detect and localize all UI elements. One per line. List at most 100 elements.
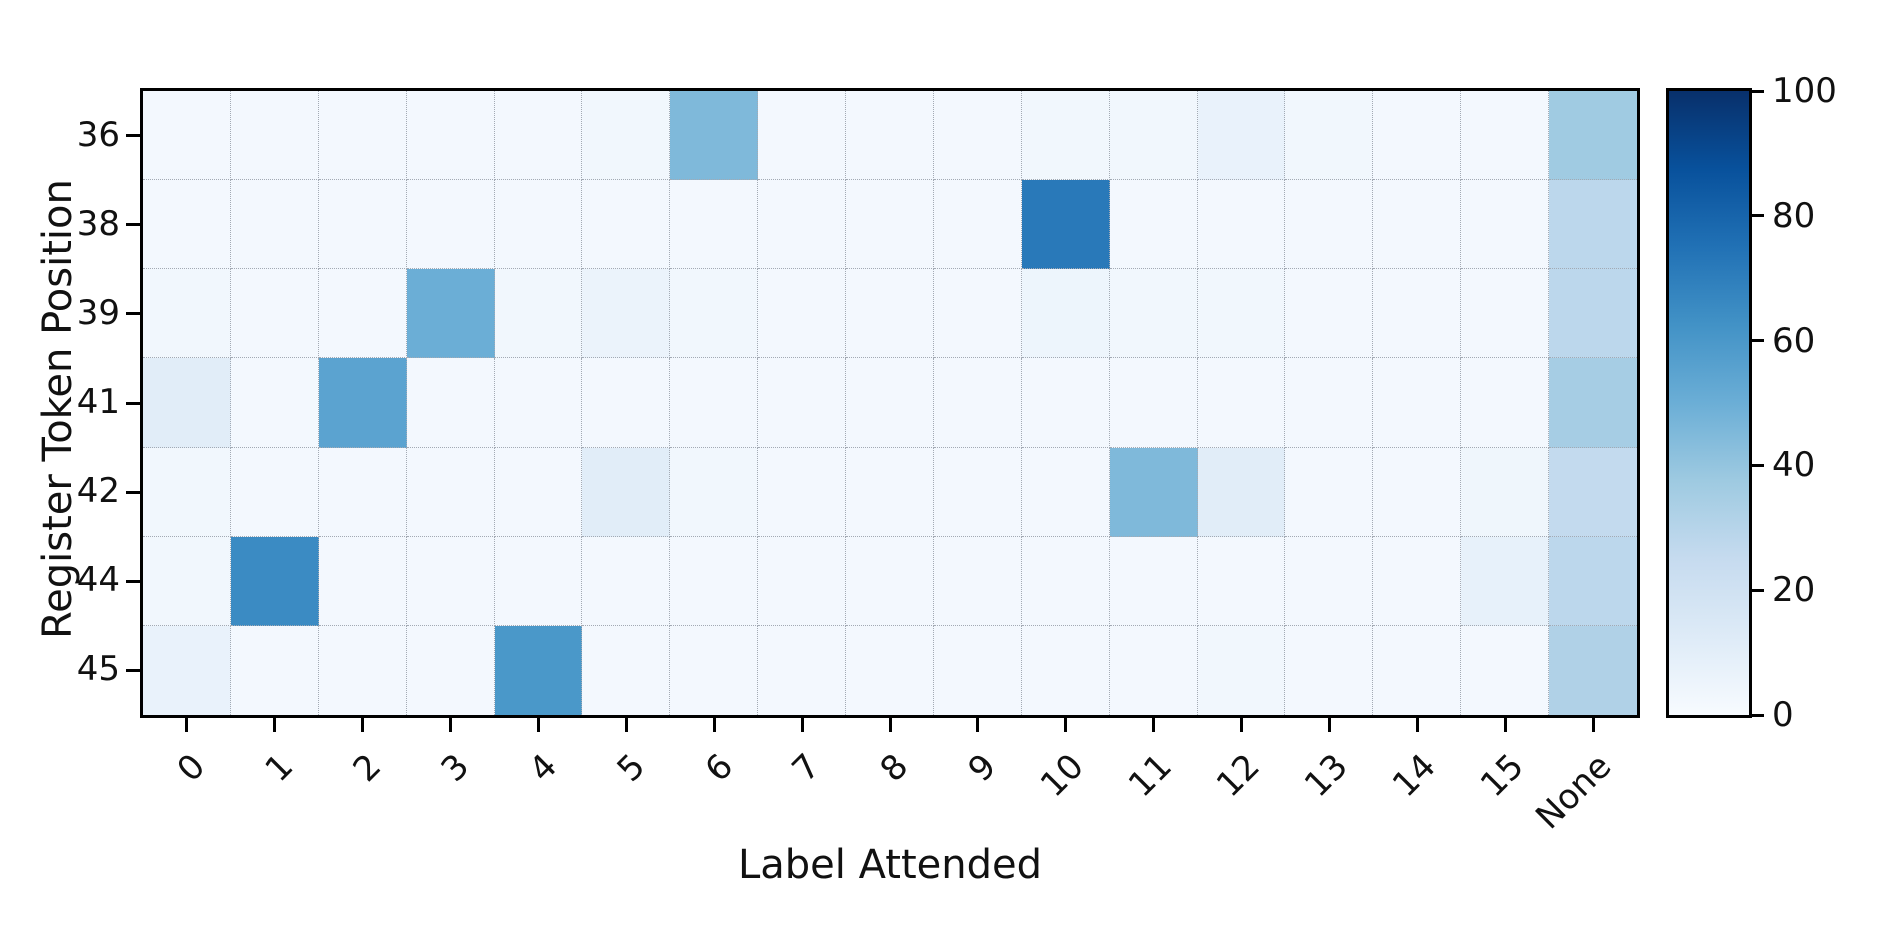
heatmap-cell (1461, 180, 1550, 270)
x-axis-tick-mark (624, 718, 628, 732)
heatmap-cell (670, 536, 759, 626)
heatmap-cell (582, 180, 671, 270)
heatmap-cell (318, 358, 407, 448)
heatmap-cell (1549, 625, 1637, 715)
colorbar-tick-mark (1752, 463, 1764, 467)
heatmap-cell (758, 358, 847, 448)
heatmap-cell (582, 269, 671, 359)
heatmap-cell (494, 91, 583, 181)
x-axis-tick-mark (1064, 718, 1068, 732)
heatmap-cell (143, 269, 231, 359)
x-axis-tick-label: 9 (960, 746, 1005, 790)
heatmap-cell (1109, 447, 1198, 537)
heatmap-cell (758, 269, 847, 359)
heatmap-cell (1373, 536, 1462, 626)
heatmap-cell (582, 447, 671, 537)
heatmap-cell (846, 269, 934, 359)
x-axis-tick-mark (712, 718, 716, 732)
heatmap-cell (1021, 358, 1110, 448)
heatmap-cell (1197, 91, 1286, 181)
heatmap-cell (318, 447, 407, 537)
heatmap-cell (1373, 180, 1462, 270)
heatmap-cell (406, 447, 495, 537)
colorbar-tick-label: 20 (1772, 570, 1816, 611)
heatmap-cell (1549, 358, 1637, 448)
heatmap-cell (1197, 447, 1286, 537)
heatmap-cell (1109, 180, 1198, 270)
x-axis-tick-label: 0 (169, 746, 214, 790)
heatmap-cell (1285, 447, 1374, 537)
heatmap-cell (1549, 536, 1637, 626)
heatmap-cell (1109, 269, 1198, 359)
heatmap-cell (1373, 625, 1462, 715)
heatmap-cell (1285, 180, 1374, 270)
heatmap-cell (1285, 625, 1374, 715)
heatmap-cell (1461, 447, 1550, 537)
heatmap-cell (1373, 91, 1462, 181)
heatmap-cell (1021, 536, 1110, 626)
x-axis-tick-label: 10 (1033, 746, 1093, 806)
heatmap-cell (1021, 91, 1110, 181)
heatmap-cell (1021, 180, 1110, 270)
y-axis-tick-label: 41 (76, 382, 120, 422)
colorbar-gradient (1669, 91, 1749, 715)
x-axis-tick-mark (1415, 718, 1419, 732)
colorbar-tick-mark (1752, 713, 1764, 717)
x-axis-tick-mark (273, 718, 277, 732)
y-axis-tick-mark (126, 401, 140, 405)
x-axis-tick-label: 12 (1209, 746, 1269, 806)
heatmap-cell (670, 358, 759, 448)
heatmap-cell (406, 269, 495, 359)
heatmap-cell (1461, 269, 1550, 359)
heatmap-cell (1285, 91, 1374, 181)
heatmap-cell (494, 358, 583, 448)
heatmap-cell (1461, 91, 1550, 181)
x-axis-tick-label: None (1528, 746, 1620, 838)
heatmap-cell (1285, 358, 1374, 448)
x-axis-tick-mark (361, 718, 365, 732)
colorbar-tick-mark (1752, 214, 1764, 218)
heatmap-cell (143, 180, 231, 270)
heatmap-cell (846, 91, 934, 181)
heatmap-cell (758, 625, 847, 715)
heatmap-cell (494, 180, 583, 270)
heatmap-cell (1021, 447, 1110, 537)
y-axis-tick-mark (126, 312, 140, 316)
x-axis-tick-mark (976, 718, 980, 732)
heatmap-cell (1109, 625, 1198, 715)
y-axis-tick-label: 36 (76, 114, 120, 155)
heatmap-cell (230, 180, 319, 270)
x-axis-tick-label: 7 (785, 746, 829, 790)
heatmap-cell (494, 625, 583, 715)
heatmap-cell (1109, 536, 1198, 626)
y-axis-tick-mark (126, 223, 140, 227)
x-axis-tick-label: 3 (433, 746, 478, 790)
heatmap-cell (933, 447, 1022, 537)
x-axis-tick-mark (449, 718, 453, 732)
heatmap-cell (758, 180, 847, 270)
heatmap-cell (1197, 625, 1286, 715)
heatmap-cell (230, 625, 319, 715)
colorbar-tick-label: 0 (1772, 695, 1794, 735)
heatmap-cell (582, 536, 671, 626)
heatmap-cell (143, 447, 231, 537)
heatmap-cell (670, 91, 759, 181)
y-axis-tick-mark (126, 490, 140, 494)
colorbar (1666, 88, 1752, 718)
heatmap-cell (1109, 91, 1198, 181)
x-axis-tick-mark (185, 718, 189, 732)
heatmap-cell (846, 180, 934, 270)
heatmap-cell (1197, 269, 1286, 359)
heatmap-grid (143, 91, 1637, 715)
heatmap-cell (670, 625, 759, 715)
heatmap-cell (1197, 358, 1286, 448)
y-axis-tick-label: 42 (76, 471, 120, 512)
heatmap-cell (406, 180, 495, 270)
heatmap-cell (933, 269, 1022, 359)
heatmap-cell (1373, 269, 1462, 359)
heatmap-cell (230, 447, 319, 537)
heatmap-cell (1549, 180, 1637, 270)
x-axis-tick-mark (1591, 718, 1595, 732)
x-axis-tick-mark (1240, 718, 1244, 732)
heatmap-cell (846, 625, 934, 715)
